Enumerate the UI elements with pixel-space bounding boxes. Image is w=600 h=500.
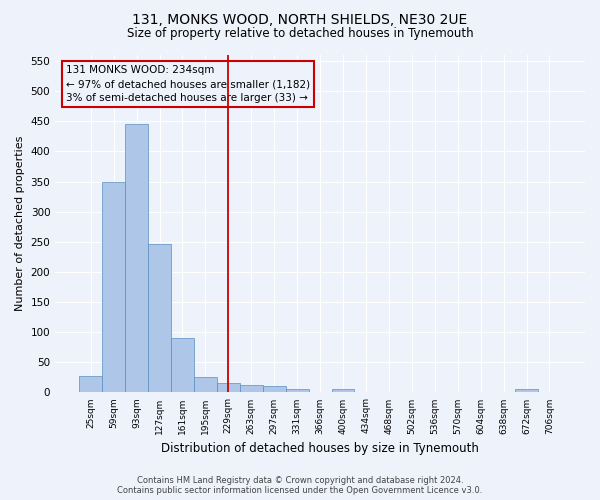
Bar	[125, 124, 148, 392]
Bar	[332, 390, 355, 392]
Bar	[217, 384, 240, 392]
Y-axis label: Number of detached properties: Number of detached properties	[15, 136, 25, 312]
Bar	[171, 338, 194, 392]
Text: 131, MONKS WOOD, NORTH SHIELDS, NE30 2UE: 131, MONKS WOOD, NORTH SHIELDS, NE30 2UE	[133, 12, 467, 26]
Bar	[102, 182, 125, 392]
Bar	[148, 244, 171, 392]
Bar	[263, 386, 286, 392]
Bar	[286, 390, 308, 392]
Text: Size of property relative to detached houses in Tynemouth: Size of property relative to detached ho…	[127, 28, 473, 40]
Bar	[240, 385, 263, 392]
Text: Contains HM Land Registry data © Crown copyright and database right 2024.
Contai: Contains HM Land Registry data © Crown c…	[118, 476, 482, 495]
Bar	[515, 390, 538, 392]
Text: 131 MONKS WOOD: 234sqm
← 97% of detached houses are smaller (1,182)
3% of semi-d: 131 MONKS WOOD: 234sqm ← 97% of detached…	[66, 65, 310, 103]
X-axis label: Distribution of detached houses by size in Tynemouth: Distribution of detached houses by size …	[161, 442, 479, 455]
Bar	[194, 377, 217, 392]
Bar	[79, 376, 102, 392]
